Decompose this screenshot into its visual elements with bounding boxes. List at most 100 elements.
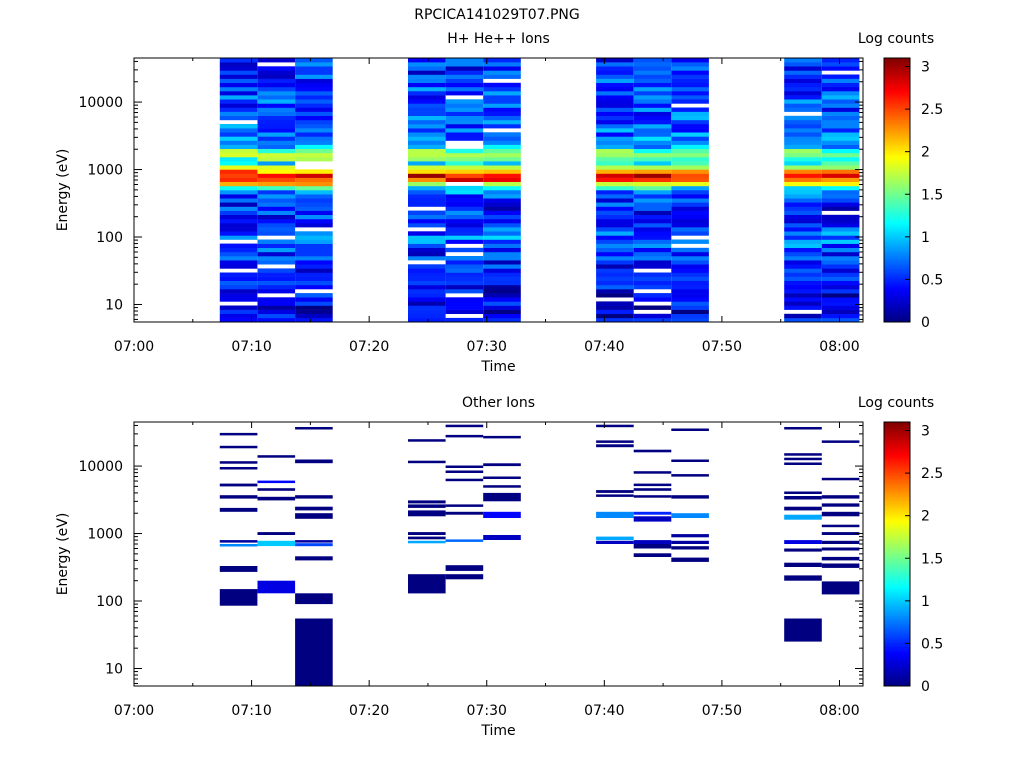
heatmap-cell	[784, 66, 822, 71]
heatmap-cell	[445, 235, 484, 240]
heatmap-cell	[596, 132, 634, 137]
colorbar-swatch	[884, 580, 910, 583]
heatmap-cell	[821, 297, 860, 302]
colorbar-swatch	[884, 624, 910, 627]
colorbar-swatch	[884, 88, 910, 92]
heatmap-cell	[671, 280, 709, 286]
colorbar-swatch	[884, 584, 910, 588]
colorbar-swatch	[884, 459, 910, 462]
heatmap-cell	[784, 144, 822, 149]
heatmap-cell	[633, 86, 672, 92]
heatmap-cell	[483, 132, 521, 137]
colorbar-swatch	[884, 229, 910, 233]
heatmap-cell	[633, 495, 672, 498]
heatmap-cell	[784, 453, 822, 456]
colorbar-swatch	[884, 104, 910, 107]
heatmap-cell	[408, 185, 446, 191]
x-tick-label: 07:40	[584, 339, 624, 355]
heatmap-cell	[295, 152, 333, 158]
heatmap-cell	[671, 239, 709, 244]
heatmap-cell	[821, 152, 860, 158]
heatmap-cell	[784, 74, 822, 79]
heatmap-cell	[257, 532, 296, 535]
colorbar-swatch	[884, 93, 910, 96]
heatmap-cell	[408, 239, 446, 244]
heatmap-cell	[445, 268, 484, 273]
heatmap-cell	[219, 86, 258, 92]
colorbar-tick-label: 2.5	[921, 102, 943, 118]
heatmap-cell	[821, 78, 860, 83]
heatmap-cell	[483, 144, 521, 149]
heatmap-cell	[784, 198, 822, 203]
colorbar-swatch	[884, 179, 910, 182]
heatmap-cell	[219, 78, 258, 83]
heatmap-cell	[257, 227, 296, 232]
heatmap-cell	[408, 231, 446, 236]
heatmap-cell	[257, 218, 296, 224]
heatmap-cell	[408, 243, 446, 248]
colorbar-swatch	[884, 117, 910, 120]
colorbar-swatch	[884, 446, 910, 449]
heatmap-cell	[821, 511, 860, 517]
heatmap-cell	[821, 563, 860, 568]
heatmap-cell	[596, 169, 634, 174]
heatmap-cell	[257, 148, 296, 154]
heatmap-cell	[408, 268, 446, 273]
colorbar: 0 0.5 1 1.5 2 2.5 3 Log counts	[858, 395, 943, 695]
heatmap-cell	[257, 202, 296, 207]
x-tick-label: 08:00	[819, 339, 859, 355]
colorbar-swatch	[884, 433, 910, 436]
heatmap-cell	[671, 165, 709, 170]
colorbar-swatch	[884, 549, 910, 553]
heatmap-cell	[633, 235, 672, 240]
heatmap-cell	[408, 152, 446, 158]
heatmap-cell	[483, 103, 521, 108]
x-tick-label: 08:00	[819, 703, 859, 719]
heatmap-cell	[295, 144, 333, 149]
colorbar-swatch	[884, 154, 910, 158]
heatmap-cell	[784, 280, 822, 286]
heatmap-cell	[784, 268, 822, 273]
heatmap-cell	[257, 58, 296, 63]
colorbar-swatch	[884, 426, 910, 429]
heatmap-cell	[671, 272, 709, 277]
colorbar-swatch	[884, 600, 910, 603]
heatmap-cell	[784, 247, 822, 253]
heatmap-cell	[295, 284, 333, 290]
heatmap-cell	[596, 194, 634, 199]
heatmap-cell	[295, 276, 333, 281]
heatmap-cell	[633, 540, 672, 544]
heatmap-cell	[633, 194, 672, 199]
heatmap-cell	[257, 165, 296, 170]
heatmap-cell	[671, 276, 709, 281]
heatmap-cell	[784, 514, 822, 520]
heatmap-cell	[633, 177, 672, 182]
heatmap-cell	[633, 70, 672, 75]
heatmap-cell	[483, 181, 521, 187]
colorbar-swatch	[884, 209, 910, 213]
heatmap-cell	[445, 309, 484, 314]
heatmap-cell	[483, 111, 521, 116]
heatmap-cell	[408, 214, 446, 220]
heatmap-cell	[445, 185, 484, 191]
heatmap-cell	[257, 169, 296, 174]
heatmap-cell	[671, 546, 709, 550]
heatmap-cell	[483, 223, 521, 228]
heatmap-cell	[596, 268, 634, 273]
heatmap-cell	[408, 439, 446, 442]
heatmap-cell	[671, 317, 709, 323]
heatmap-cell	[295, 206, 333, 211]
colorbar-swatch	[884, 609, 910, 612]
heatmap-cell	[445, 565, 484, 571]
heatmap-cell	[596, 280, 634, 286]
heatmap-cell	[671, 115, 709, 121]
y-tick-label: 10000	[78, 459, 123, 475]
heatmap-cell	[821, 202, 860, 207]
colorbar-tick-label: 0.5	[921, 636, 943, 652]
colorbar-swatch	[884, 161, 910, 164]
heatmap-cell	[671, 313, 709, 319]
colorbar-swatch	[884, 150, 910, 153]
colorbar-swatch	[884, 280, 910, 283]
heatmap-cell	[219, 276, 258, 281]
heatmap-cell	[483, 74, 521, 79]
